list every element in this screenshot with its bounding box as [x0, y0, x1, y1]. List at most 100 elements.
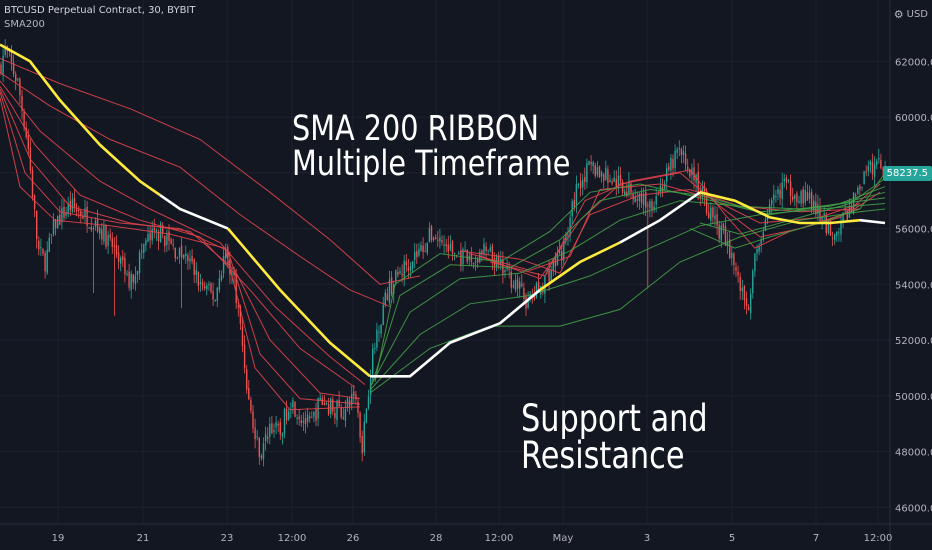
candle-body	[586, 163, 588, 183]
candle-body	[157, 232, 160, 242]
candle-body	[376, 329, 378, 348]
ribbon-line	[0, 80, 366, 385]
candle-body	[865, 171, 867, 173]
candle-body	[302, 420, 305, 423]
candle-body	[54, 219, 57, 228]
candle-body	[48, 237, 50, 252]
candle-body	[187, 255, 189, 262]
candle-body	[548, 270, 550, 282]
candle-body	[483, 243, 485, 255]
candle-body	[764, 219, 767, 231]
candle-body	[504, 270, 506, 273]
time-tick-label: 19	[52, 533, 65, 544]
candle-body	[220, 274, 223, 280]
candle-body	[510, 271, 512, 288]
candle-body	[332, 399, 334, 412]
candle-body	[222, 255, 225, 274]
candle-body	[338, 400, 340, 407]
candle-body	[439, 237, 441, 242]
candle-body	[838, 232, 840, 234]
candle-body	[453, 252, 456, 254]
candle-body	[619, 174, 622, 181]
candle-body	[880, 160, 882, 168]
candle-body	[145, 240, 147, 246]
candle-body	[409, 266, 412, 271]
candle-body	[596, 167, 599, 175]
candle-body	[155, 229, 158, 232]
candle-body	[57, 215, 59, 228]
candle-body	[605, 167, 607, 180]
candle-body	[311, 417, 313, 419]
sma-ribbon	[0, 58, 886, 411]
candle-body	[111, 237, 113, 247]
candle-body	[420, 244, 422, 251]
candle-body	[407, 267, 410, 271]
candle-body	[624, 191, 626, 195]
candle-body	[170, 239, 172, 244]
candle-body	[283, 408, 286, 434]
candle-body	[61, 208, 63, 223]
candle-body	[88, 227, 90, 229]
candle-body	[670, 157, 672, 171]
candle-body	[869, 161, 872, 166]
time-axis[interactable]: 19 21 23 12:00 26 28 12:00 May 3 5 7 12:00	[52, 533, 893, 544]
candle-body	[174, 248, 176, 259]
candle-body	[714, 215, 716, 220]
candle-body	[733, 253, 735, 266]
candle-body	[418, 249, 420, 256]
ribbon-line	[369, 208, 886, 394]
candle-body	[426, 242, 428, 254]
candle-body	[321, 398, 323, 405]
candle-body	[710, 207, 712, 221]
candle-body	[649, 200, 651, 209]
candle-body	[607, 169, 609, 184]
candle-body	[401, 273, 403, 276]
candle-body	[582, 179, 584, 188]
sma200-segment-white	[370, 288, 541, 378]
candle-body	[806, 191, 809, 201]
candle-body	[443, 244, 445, 246]
candle-body	[149, 232, 151, 241]
candle-body	[44, 253, 46, 272]
candle-body	[319, 397, 321, 401]
candle-body	[693, 167, 695, 181]
candle-body	[460, 250, 462, 267]
candle-body	[720, 225, 722, 241]
price-tick-label: 62000.0	[895, 57, 932, 68]
time-tick-label: 5	[729, 533, 735, 544]
candle-body	[235, 273, 237, 304]
candle-body	[141, 250, 143, 253]
candle-body	[395, 270, 397, 283]
candle-body	[50, 234, 53, 236]
ribbon-line	[0, 72, 391, 308]
candle-body	[464, 249, 466, 251]
candle-body	[71, 199, 74, 212]
candle-body	[647, 204, 649, 206]
candle-body	[269, 423, 271, 437]
candle-body	[277, 423, 279, 426]
candle-body	[729, 239, 731, 259]
candle-body	[668, 166, 670, 171]
candle-body	[655, 196, 657, 205]
candle-body	[857, 187, 859, 194]
symbol-title[interactable]: BTCUSD Perpetual Contract, 30, BYBIT	[4, 5, 196, 16]
candle-body	[90, 226, 92, 231]
candle-body	[878, 158, 880, 160]
candle-body	[659, 185, 662, 194]
candle-body	[416, 251, 418, 257]
candle-body	[638, 193, 641, 202]
price-tick-label: 50000.0	[895, 392, 932, 403]
currency-label[interactable]: ⚙ USD	[894, 8, 928, 21]
candle-body	[657, 194, 659, 196]
settings-gear-icon[interactable]: ⚙	[893, 8, 904, 21]
candle-body	[46, 249, 48, 273]
candle-body	[365, 408, 368, 423]
candle-body	[264, 434, 267, 442]
candle-body	[67, 203, 69, 214]
candle-body	[162, 225, 164, 234]
candle-body	[183, 254, 185, 259]
indicator-label[interactable]: SMA200	[4, 19, 45, 30]
candle-body	[636, 199, 638, 201]
candle-body	[0, 64, 2, 74]
